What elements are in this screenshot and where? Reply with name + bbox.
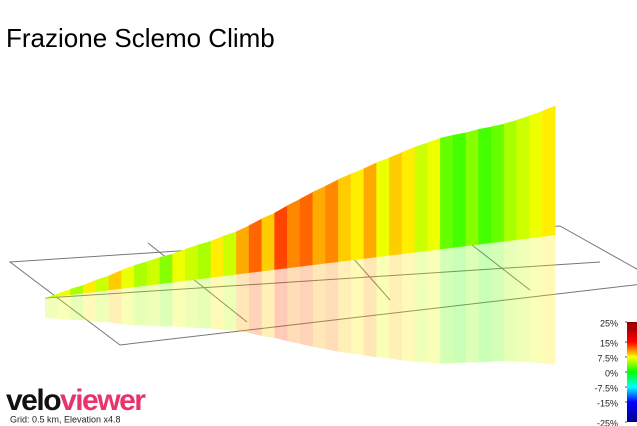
reflection-strip bbox=[542, 235, 556, 365]
gradient-strip bbox=[83, 279, 97, 294]
gradient-strip bbox=[542, 105, 556, 237]
reflection-strip bbox=[45, 296, 59, 319]
gradient-strip bbox=[185, 244, 199, 281]
gradient-strip bbox=[363, 162, 378, 259]
reflection-strip bbox=[351, 258, 365, 356]
reflection-strip bbox=[312, 263, 326, 350]
colorbar bbox=[627, 322, 637, 422]
gradient-strip bbox=[325, 179, 339, 264]
reflection-strip bbox=[516, 238, 530, 363]
colorbar-label: 0% bbox=[605, 368, 618, 378]
gradient-strip bbox=[210, 235, 225, 278]
gradient-strip bbox=[312, 185, 327, 266]
reflection-strip bbox=[185, 279, 199, 329]
gradient-strip bbox=[121, 265, 135, 289]
reflection-strip bbox=[325, 261, 339, 352]
gradient-strip bbox=[172, 248, 186, 283]
colorbar-label: -15% bbox=[597, 398, 618, 408]
gradient-strip bbox=[248, 218, 263, 273]
reflection-strip bbox=[261, 269, 275, 338]
gradient-strip bbox=[134, 261, 148, 288]
gradient-strip bbox=[261, 212, 276, 272]
chart-title: Frazione Sclemo Climb bbox=[6, 23, 275, 53]
colorbar-label: 15% bbox=[600, 338, 618, 348]
logo-velo: velo bbox=[6, 384, 61, 417]
reflection-strip bbox=[389, 253, 403, 361]
logo-viewer: viewer bbox=[60, 384, 146, 417]
colorbar-label: -7.5% bbox=[594, 383, 618, 393]
reflection-strip bbox=[70, 293, 84, 321]
reflection-strip bbox=[57, 294, 71, 320]
colorbar-label: 7.5% bbox=[597, 353, 618, 363]
gradient-strip bbox=[389, 151, 403, 256]
reflection-strip bbox=[529, 236, 543, 364]
gradient-strip bbox=[299, 191, 314, 267]
gradient-strip bbox=[70, 284, 84, 296]
reflection-strip bbox=[478, 242, 492, 363]
gradient-strip bbox=[465, 129, 480, 247]
reflection-strip bbox=[402, 252, 416, 362]
gradient-strip bbox=[159, 253, 174, 284]
gradient-strip bbox=[491, 123, 505, 244]
reflection-strip bbox=[465, 244, 479, 363]
reflection-strip bbox=[414, 250, 428, 363]
gradient-strip bbox=[452, 132, 467, 248]
gradient-strip bbox=[503, 119, 518, 242]
gradient-strip bbox=[414, 142, 429, 253]
gradient-strip bbox=[516, 115, 531, 240]
gradient-strip bbox=[274, 205, 288, 270]
reflection-strip bbox=[427, 249, 441, 364]
gradient-strip bbox=[401, 146, 416, 255]
reflection-strip bbox=[121, 286, 135, 326]
gradient-strip bbox=[95, 275, 110, 292]
reflection bbox=[45, 235, 556, 365]
reflection-strip bbox=[147, 283, 161, 327]
reflection-strip bbox=[236, 272, 250, 333]
gradient-strip bbox=[236, 225, 250, 275]
reflection-strip bbox=[491, 241, 505, 362]
reflection-strip bbox=[338, 260, 352, 354]
logo: veloviewer bbox=[6, 384, 146, 417]
reflection-strip bbox=[287, 266, 301, 344]
reflection-strip bbox=[300, 264, 314, 347]
reflection-strip bbox=[440, 247, 454, 364]
reflection-strip bbox=[210, 275, 224, 330]
gradient-strip bbox=[376, 157, 390, 258]
gradient-strip bbox=[197, 240, 212, 280]
colorbar-label: -25% bbox=[597, 418, 618, 426]
reflection-strip bbox=[159, 282, 173, 327]
reflection-strip bbox=[249, 271, 263, 336]
gradient-strip bbox=[440, 134, 454, 250]
gradient-strip bbox=[146, 257, 161, 286]
reflection-strip bbox=[198, 277, 212, 329]
reflection-strip bbox=[504, 239, 518, 362]
reflection-strip bbox=[363, 257, 377, 358]
colorbar-label: 25% bbox=[600, 318, 618, 328]
gradient-strip bbox=[108, 269, 123, 291]
gradient-strip bbox=[338, 173, 352, 262]
reflection-strip bbox=[274, 268, 288, 342]
reflection-strip bbox=[134, 285, 148, 326]
profile bbox=[44, 105, 556, 299]
gradient-strip bbox=[478, 126, 492, 245]
gradient-strip bbox=[427, 137, 441, 251]
reflection-strip bbox=[108, 288, 122, 325]
gradient-strip bbox=[287, 198, 301, 269]
reflection-strip bbox=[96, 290, 110, 323]
reflection-strip bbox=[223, 274, 237, 331]
footnote: Grid: 0.5 km, Elevation x4.8 bbox=[10, 414, 121, 424]
gradient-strip bbox=[529, 110, 543, 239]
gradient-strip bbox=[223, 231, 237, 277]
gradient-strip bbox=[350, 168, 365, 261]
reflection-strip bbox=[376, 255, 390, 359]
reflection-strip bbox=[453, 246, 467, 364]
reflection-strip bbox=[83, 291, 97, 322]
reflection-strip bbox=[172, 280, 186, 328]
